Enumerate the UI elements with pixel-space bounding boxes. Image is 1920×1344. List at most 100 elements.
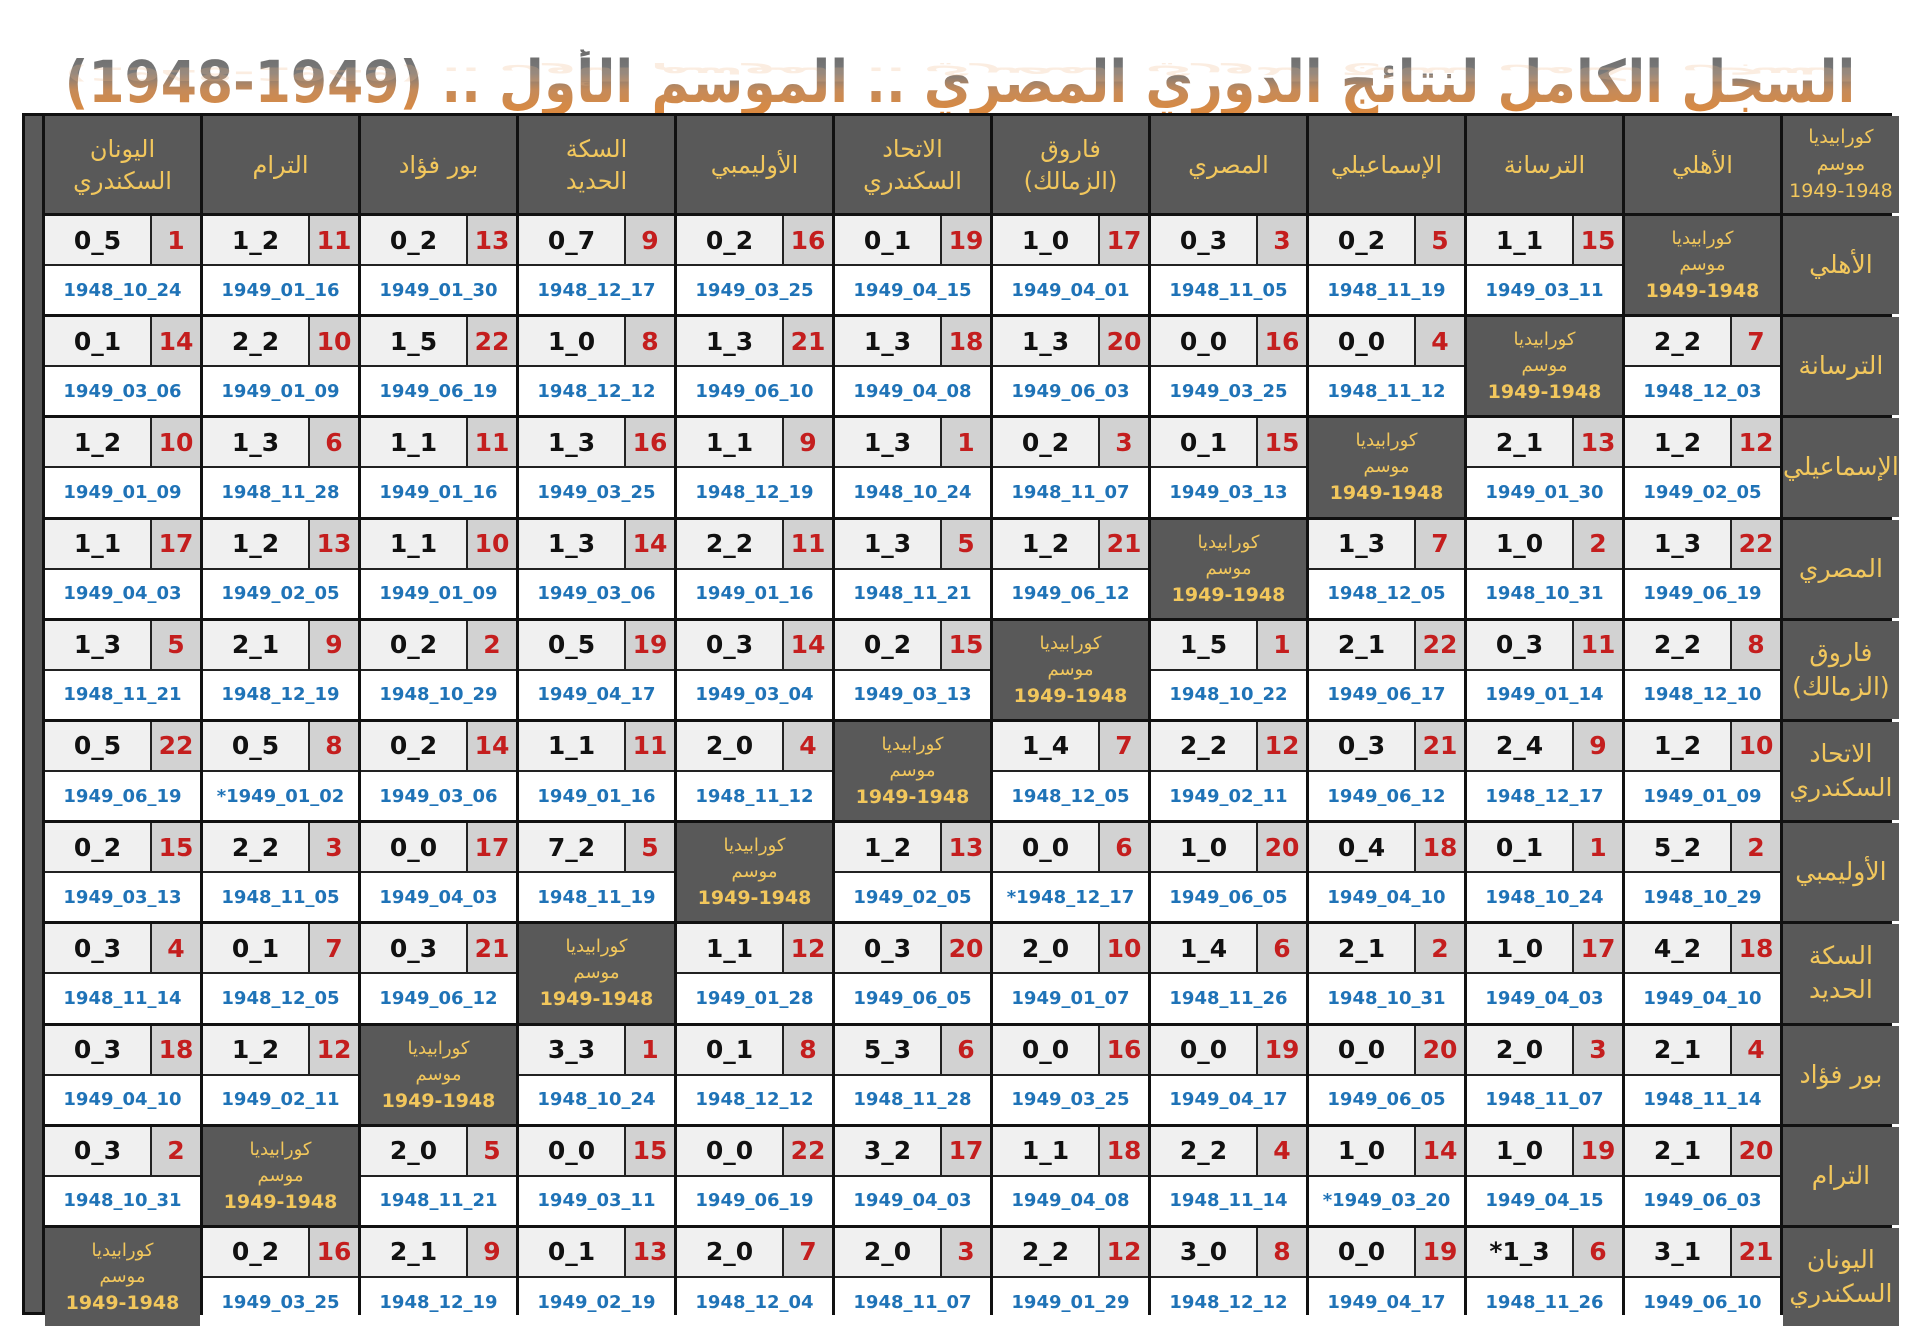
match-cell[interactable]: 2_1 9 1948_12_19 xyxy=(203,620,358,719)
match-cell[interactable]: 1_0 20 1949_06_05 xyxy=(1151,823,1306,922)
match-cell[interactable]: 1_4 7 1948_12_05 xyxy=(993,721,1148,821)
match-cell[interactable]: 2_0 3 1948_11_07 xyxy=(1467,1025,1622,1124)
match-cell[interactable]: 2_2 8 1948_12_10 xyxy=(1625,620,1780,719)
match-cell[interactable]: 0_3 20 1949_06_05 xyxy=(835,924,990,1023)
match-cell[interactable]: 0_0 19 1949_04_17 xyxy=(1151,1025,1306,1124)
match-cell[interactable]: 0_2 3 1948_11_07 xyxy=(993,418,1148,517)
match-cell[interactable]: 1_3 5 1948_11_21 xyxy=(835,519,990,618)
match-cell[interactable]: 1_1 12 1949_01_28 xyxy=(677,924,832,1023)
match-cell[interactable]: 1_1 11 1949_01_16 xyxy=(361,418,516,517)
match-cell[interactable]: 2_0 4 1948_11_12 xyxy=(677,721,832,821)
match-cell[interactable]: 1_3 1 1948_10_24 xyxy=(835,418,990,517)
match-cell[interactable]: 1_2 10 1949_01_09 xyxy=(45,418,200,517)
match-cell[interactable]: 0_4 18 1949_04_10 xyxy=(1309,823,1464,922)
match-cell[interactable]: 2_1 9 1948_12_19 xyxy=(361,1227,516,1327)
match-cell[interactable]: 1_5 1 1948_10_22 xyxy=(1151,620,1306,719)
match-cell[interactable]: 3_2 17 1949_04_03 xyxy=(835,1126,990,1225)
match-cell[interactable]: 0_5 8 *1949_01_02 xyxy=(203,721,358,821)
match-cell[interactable]: 1_3 22 1949_06_19 xyxy=(1625,519,1780,618)
match-cell[interactable]: 2_0 3 1948_11_07 xyxy=(835,1227,990,1327)
match-cell[interactable]: 0_3 18 1949_04_10 xyxy=(45,1025,200,1124)
match-cell[interactable]: 0_3 3 1948_11_05 xyxy=(1151,216,1306,315)
match-cell[interactable]: 2_2 10 1949_01_09 xyxy=(203,317,358,416)
match-cell[interactable]: 2_1 22 1949_06_17 xyxy=(1309,620,1464,719)
match-cell[interactable]: 0_0 16 1949_03_25 xyxy=(1151,317,1306,416)
match-cell[interactable]: 0_5 1 1948_10_24 xyxy=(45,216,200,315)
match-cell[interactable]: 2_4 9 1948_12_17 xyxy=(1467,721,1622,821)
match-cell[interactable]: 3_0 8 1948_12_12 xyxy=(1151,1227,1306,1327)
match-cell[interactable]: 1_0 19 1949_04_15 xyxy=(1467,1126,1622,1225)
match-cell[interactable]: 2_1 13 1949_01_30 xyxy=(1467,418,1622,517)
match-cell[interactable]: 2_2 12 1949_01_29 xyxy=(993,1227,1148,1327)
match-cell[interactable]: 0_1 15 1949_03_13 xyxy=(1151,418,1306,517)
match-cell[interactable]: 1_3 14 1949_03_06 xyxy=(519,519,674,618)
match-cell[interactable]: 0_0 17 1949_04_03 xyxy=(361,823,516,922)
match-cell[interactable]: 2_2 12 1949_02_11 xyxy=(1151,721,1306,821)
match-cell[interactable]: 2_0 10 1949_01_07 xyxy=(993,924,1148,1023)
match-cell[interactable]: 0_2 16 1949_03_25 xyxy=(203,1227,358,1327)
match-cell[interactable]: 2_1 4 1948_11_14 xyxy=(1625,1025,1780,1124)
match-cell[interactable]: 1_0 8 1948_12_12 xyxy=(519,317,674,416)
match-cell[interactable]: *1_3 6 1948_11_26 xyxy=(1467,1227,1622,1327)
match-cell[interactable]: 2_0 5 1948_11_21 xyxy=(361,1126,516,1225)
match-cell[interactable]: 1_1 11 1949_01_16 xyxy=(519,721,674,821)
match-cell[interactable]: 0_2 15 1949_03_13 xyxy=(835,620,990,719)
match-cell[interactable]: 0_2 13 1949_01_30 xyxy=(361,216,516,315)
match-cell[interactable]: 4_2 18 1949_04_10 xyxy=(1625,924,1780,1023)
match-cell[interactable]: 1_1 10 1949_01_09 xyxy=(361,519,516,618)
match-cell[interactable]: 2_2 3 1948_11_05 xyxy=(203,823,358,922)
match-cell[interactable]: 0_2 16 1949_03_25 xyxy=(677,216,832,315)
match-cell[interactable]: 0_3 14 1949_03_04 xyxy=(677,620,832,719)
match-cell[interactable]: 1_0 17 1949_04_03 xyxy=(1467,924,1622,1023)
match-cell[interactable]: 5_3 6 1948_11_28 xyxy=(835,1025,990,1124)
match-cell[interactable]: 0_5 19 1949_04_17 xyxy=(519,620,674,719)
match-cell[interactable]: 0_1 8 1948_12_12 xyxy=(677,1025,832,1124)
match-cell[interactable]: 1_2 13 1949_02_05 xyxy=(835,823,990,922)
match-cell[interactable]: 1_1 17 1949_04_03 xyxy=(45,519,200,618)
match-cell[interactable]: 0_0 20 1949_06_05 xyxy=(1309,1025,1464,1124)
match-cell[interactable]: 1_4 6 1948_11_26 xyxy=(1151,924,1306,1023)
match-cell[interactable]: 1_3 5 1948_11_21 xyxy=(45,620,200,719)
match-cell[interactable]: 1_2 10 1949_01_09 xyxy=(1625,721,1780,821)
match-cell[interactable]: 0_5 22 1949_06_19 xyxy=(45,721,200,821)
match-cell[interactable]: 1_3 6 1948_11_28 xyxy=(203,418,358,517)
match-cell[interactable]: 1_3 18 1949_04_08 xyxy=(835,317,990,416)
match-cell[interactable]: 1_1 15 1949_03_11 xyxy=(1467,216,1622,315)
match-cell[interactable]: 3_1 21 1949_06_10 xyxy=(1625,1227,1780,1327)
match-cell[interactable]: 0_3 21 1949_06_12 xyxy=(1309,721,1464,821)
match-cell[interactable]: 1_3 20 1949_06_03 xyxy=(993,317,1148,416)
match-cell[interactable]: 0_0 15 1949_03_11 xyxy=(519,1126,674,1225)
match-cell[interactable]: 0_0 16 1949_03_25 xyxy=(993,1025,1148,1124)
match-cell[interactable]: 0_1 1 1948_10_24 xyxy=(1467,823,1622,922)
match-cell[interactable]: 1_2 13 1949_02_05 xyxy=(203,519,358,618)
match-cell[interactable]: 1_0 2 1948_10_31 xyxy=(1467,519,1622,618)
match-cell[interactable]: 1_3 16 1949_03_25 xyxy=(519,418,674,517)
match-cell[interactable]: 1_3 21 1949_06_10 xyxy=(677,317,832,416)
match-cell[interactable]: 2_2 4 1948_11_14 xyxy=(1151,1126,1306,1225)
match-cell[interactable]: 5_2 2 1948_10_29 xyxy=(1625,823,1780,922)
match-cell[interactable]: 0_1 13 1949_02_19 xyxy=(519,1227,674,1327)
match-cell[interactable]: 2_1 2 1948_10_31 xyxy=(1309,924,1464,1023)
match-cell[interactable]: 0_2 5 1948_11_19 xyxy=(1309,216,1464,315)
match-cell[interactable]: 1_0 14 *1949_03_20 xyxy=(1309,1126,1464,1225)
match-cell[interactable]: 1_2 12 1949_02_05 xyxy=(1625,418,1780,517)
match-cell[interactable]: 2_0 7 1948_12_04 xyxy=(677,1227,832,1327)
match-cell[interactable]: 0_7 9 1948_12_17 xyxy=(519,216,674,315)
match-cell[interactable]: 1_5 22 1949_06_19 xyxy=(361,317,516,416)
match-cell[interactable]: 1_3 7 1948_12_05 xyxy=(1309,519,1464,618)
match-cell[interactable]: 0_0 6 *1948_12_17 xyxy=(993,823,1148,922)
match-cell[interactable]: 1_1 9 1948_12_19 xyxy=(677,418,832,517)
match-cell[interactable]: 1_2 12 1949_02_11 xyxy=(203,1025,358,1124)
match-cell[interactable]: 0_3 21 1949_06_12 xyxy=(361,924,516,1023)
match-cell[interactable]: 0_3 2 1948_10_31 xyxy=(45,1126,200,1225)
match-cell[interactable]: 2_2 11 1949_01_16 xyxy=(677,519,832,618)
match-cell[interactable]: 1_0 17 1949_04_01 xyxy=(993,216,1148,315)
match-cell[interactable]: 3_3 1 1948_10_24 xyxy=(519,1025,674,1124)
match-cell[interactable]: 2_1 20 1949_06_03 xyxy=(1625,1126,1780,1225)
match-cell[interactable]: 2_2 7 1948_12_03 xyxy=(1625,317,1780,416)
match-cell[interactable]: 0_2 2 1948_10_29 xyxy=(361,620,516,719)
match-cell[interactable]: 7_2 5 1948_11_19 xyxy=(519,823,674,922)
match-cell[interactable]: 1_2 21 1949_06_12 xyxy=(993,519,1148,618)
match-cell[interactable]: 0_1 19 1949_04_15 xyxy=(835,216,990,315)
match-cell[interactable]: 0_3 11 1949_01_14 xyxy=(1467,620,1622,719)
